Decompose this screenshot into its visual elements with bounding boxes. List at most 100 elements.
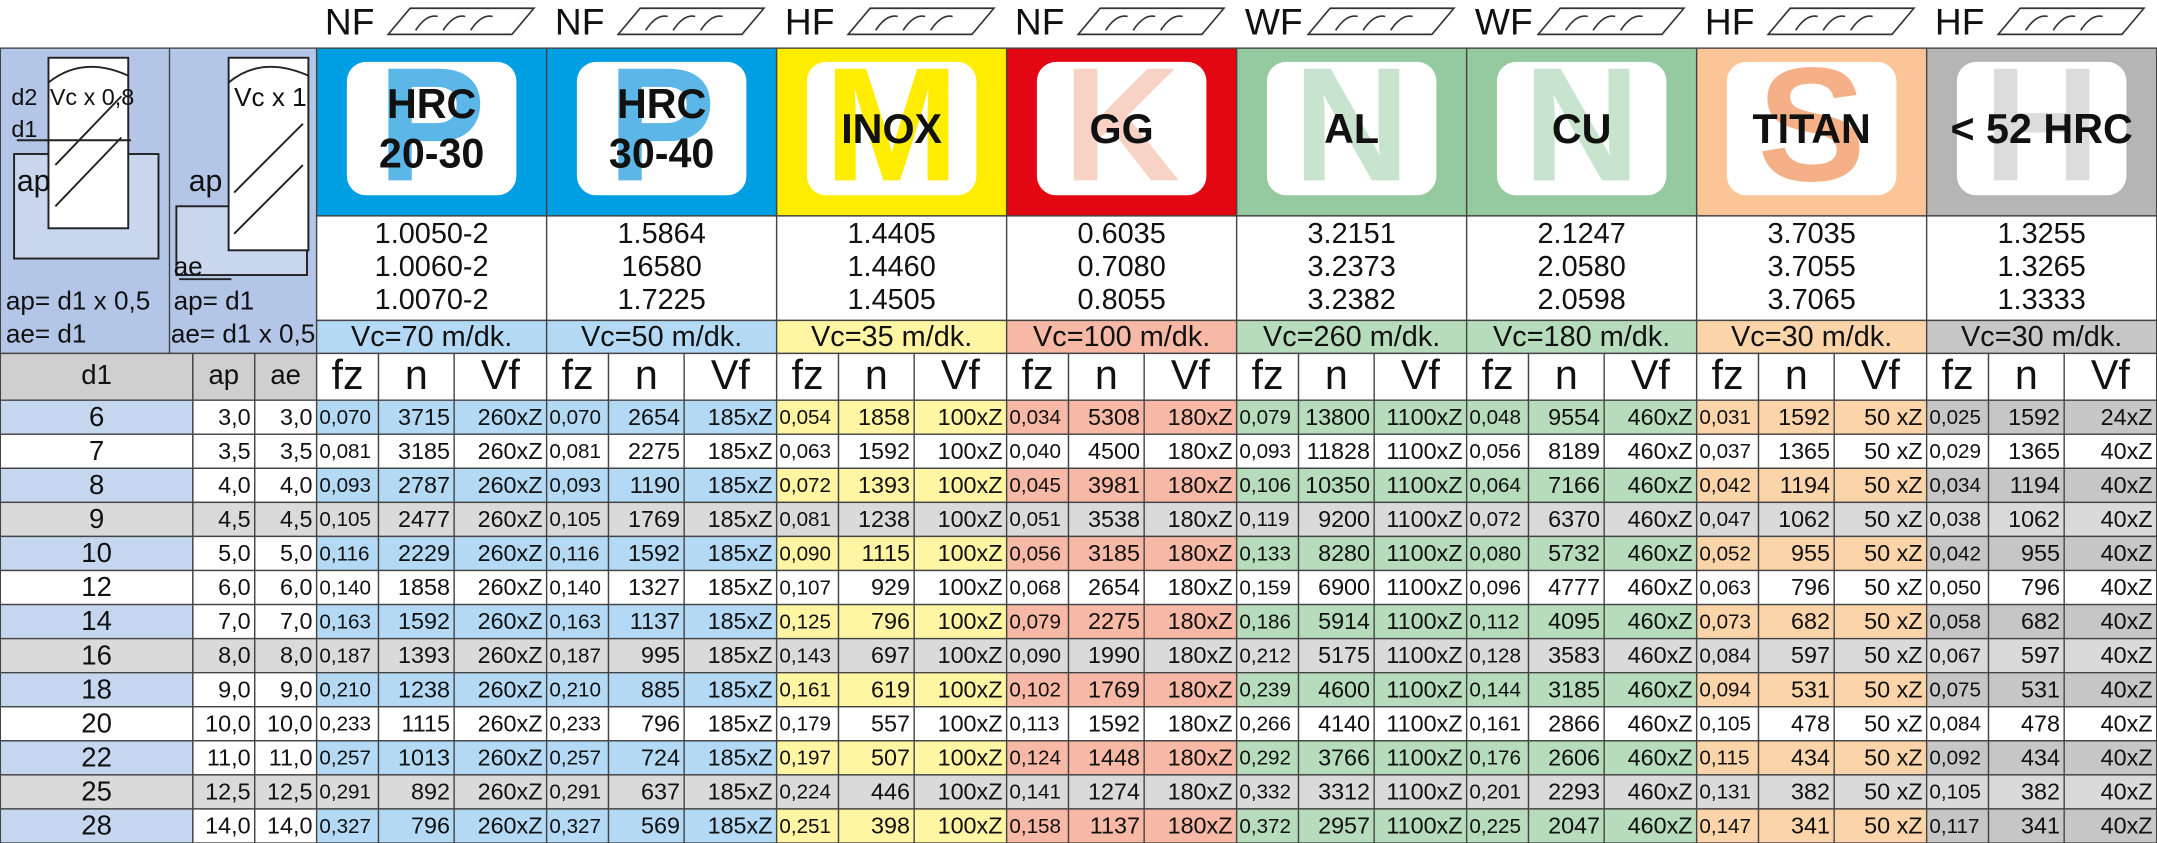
fz-value: 0,034 (1929, 474, 1981, 497)
fz-value: 0,094 (1699, 679, 1751, 702)
fz-value: 0,147 (1699, 815, 1751, 838)
sub-header: n (2015, 352, 2038, 398)
cell (1603, 433, 1698, 469)
n-value: 9200 (1318, 506, 1370, 532)
fz-value: 0,266 (1239, 713, 1291, 736)
cell (1695, 433, 1760, 469)
cell (837, 603, 915, 640)
d1-value: 20 (81, 707, 112, 738)
cell (254, 637, 318, 674)
n-value: 7166 (1548, 472, 1600, 498)
n-value: 892 (411, 778, 450, 804)
ap-value: 6,0 (218, 574, 250, 600)
n-value: 637 (641, 778, 680, 804)
vf-value: 260xZ (478, 744, 543, 770)
vf-value: 50 xZ (1864, 608, 1922, 634)
sub-header: fz (1942, 352, 1974, 398)
vf-value: 180xZ (1168, 472, 1233, 498)
diagram-label: ae= d1 (6, 318, 87, 348)
vf-value: 100xZ (938, 676, 1003, 702)
vf-value: 260xZ (478, 506, 543, 532)
fz-value: 0,107 (779, 576, 831, 599)
vf-value: 1100xZ (1386, 813, 1462, 839)
cell (453, 433, 548, 469)
n-value: 1448 (1088, 744, 1140, 770)
fz-value: 0,105 (319, 508, 371, 531)
diagram-label: Vc x 1 (234, 82, 307, 112)
material-code: 3.2382 (1308, 284, 1396, 316)
n-value: 382 (1791, 778, 1830, 804)
vf-value: 185xZ (708, 404, 773, 430)
n-value: 2275 (1088, 608, 1140, 634)
sub-header: n (405, 352, 428, 398)
sub-header: fz (1022, 352, 1054, 398)
n-value: 2866 (1548, 710, 1600, 736)
cell (2063, 569, 2157, 606)
fz-value: 0,197 (779, 747, 831, 770)
ap-value: 4,5 (218, 506, 250, 532)
cell (545, 569, 610, 606)
cell (1465, 399, 1530, 435)
vf-value: 1100xZ (1386, 540, 1462, 566)
cell (453, 740, 548, 776)
vf-value: 460xZ (1628, 472, 1693, 498)
cell (607, 740, 685, 776)
fz-value: 0,159 (1239, 576, 1291, 599)
cell (1143, 706, 1238, 742)
cell (0, 501, 194, 538)
vf-value: 100xZ (938, 506, 1003, 532)
vf-value: 180xZ (1168, 813, 1233, 839)
cell (607, 637, 685, 674)
fz-value: 0,050 (1929, 576, 1981, 599)
cutting-speed: Vc=50 m/dk. (581, 321, 742, 353)
vf-value: 40xZ (2101, 744, 2153, 770)
cell (545, 808, 610, 843)
vc-cell (1695, 319, 1928, 355)
tool-icon (1996, 7, 2146, 36)
cell (2063, 433, 2157, 469)
cell (1833, 399, 1928, 435)
ae-value: 6,0 (280, 574, 312, 600)
cell (837, 740, 915, 776)
cell (607, 706, 685, 742)
cell (192, 535, 256, 572)
vf-value: 180xZ (1168, 404, 1233, 430)
diagram-label: ae= d1 x 0,5 (171, 318, 315, 348)
cell (607, 671, 685, 708)
cell (1373, 808, 1468, 843)
cutting-speed: Vc=30 m/dk. (1961, 321, 2122, 353)
fz-value: 0,112 (1469, 610, 1519, 633)
n-value: 3185 (1088, 540, 1140, 566)
header-cell (1987, 352, 2065, 401)
fz-value: 0,084 (1929, 713, 1981, 736)
fz-value: 0,161 (779, 679, 831, 702)
ap-value: 11,0 (207, 744, 251, 770)
logo-plate (1726, 61, 1897, 196)
vf-value: 260xZ (478, 472, 543, 498)
finish-mode: NF (555, 1, 605, 43)
n-value: 11828 (1307, 438, 1370, 464)
cell (192, 569, 256, 606)
iso-letter: K (1063, 34, 1180, 215)
cell (1143, 637, 1238, 674)
sub-header: Vf (1401, 352, 1441, 398)
fz-value: 0,106 (1239, 474, 1291, 497)
n-value: 569 (641, 813, 680, 839)
column-header: ap (209, 359, 240, 390)
header-cell (1067, 352, 1145, 401)
vf-value: 185xZ (708, 642, 773, 668)
sub-header: fz (792, 352, 824, 398)
cell (913, 808, 1008, 843)
ae-value: 3,5 (280, 438, 312, 464)
fz-value: 0,079 (1239, 406, 1291, 429)
n-value: 1769 (628, 506, 680, 532)
cell (1757, 671, 1835, 708)
tool-icon (386, 7, 536, 36)
ae-value: 4,5 (280, 506, 312, 532)
cell (1833, 740, 1928, 776)
diagram-label: ap= d1 (174, 285, 255, 315)
d1-value: 25 (81, 776, 112, 807)
header-cell (1235, 352, 1300, 401)
n-value: 3185 (398, 438, 450, 464)
cell (1695, 706, 1760, 742)
